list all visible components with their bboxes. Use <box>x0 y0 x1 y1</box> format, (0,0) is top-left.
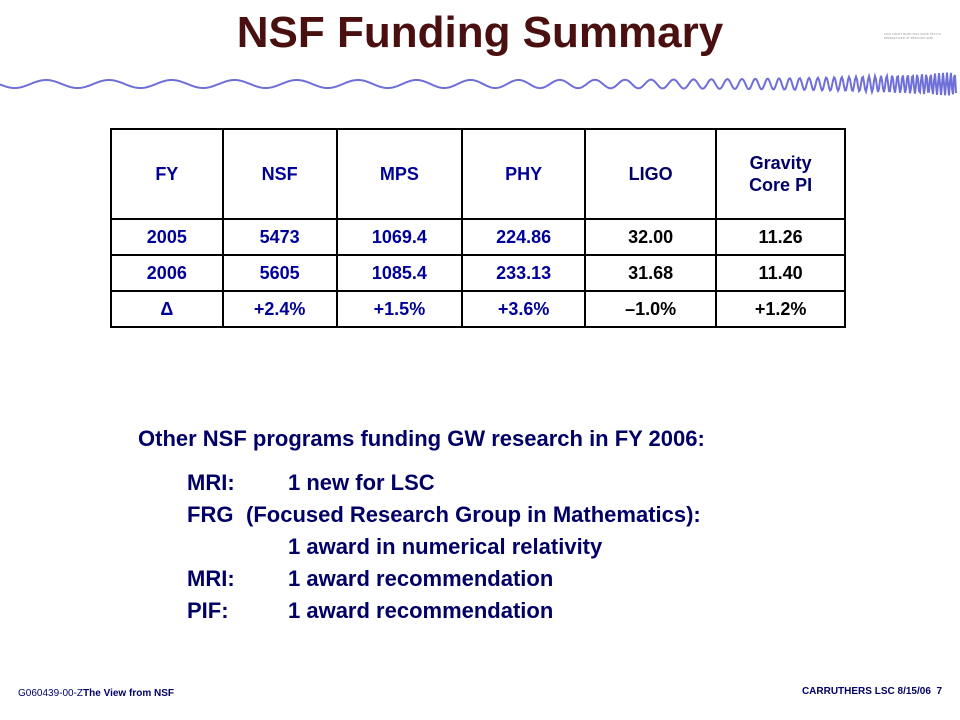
header-nsf: NSF <box>221 128 338 220</box>
program-label: FRG <box>187 502 234 527</box>
cell-ligo: 31.68 <box>584 254 718 292</box>
table-row-delta: Δ +2.4% +1.5% +3.6% –1.0% +1.2% <box>110 290 846 328</box>
decorative-wave <box>0 72 957 96</box>
cell-core: 11.40 <box>715 254 846 292</box>
program-desc: (Focused Research Group in Mathematics): <box>246 502 701 527</box>
cell-delta-symbol: Δ <box>110 290 224 328</box>
cell-ligo: 32.00 <box>584 218 718 256</box>
header-core-line-1: Gravity <box>749 153 812 173</box>
cell-nsf: 5473 <box>221 218 338 256</box>
corner-note: LIGO DRAFT NOTE THIS SLIDE TEXT IS REPRO… <box>884 32 942 40</box>
cell-ligo: –1.0% <box>584 290 718 328</box>
table-row: 2005 5473 1069.4 224.86 32.00 11.26 <box>110 218 846 256</box>
program-label: MRI: <box>187 566 235 591</box>
header-core-line-2: Core PI <box>749 175 813 195</box>
cell-mps: +1.5% <box>335 290 464 328</box>
cell-phy: +3.6% <box>461 290 587 328</box>
program-desc: 1 new for LSC <box>288 470 435 495</box>
program-label: PIF: <box>187 598 229 623</box>
footer-doc-title: The View from NSF <box>83 688 174 699</box>
footer-left: G060439-00-ZThe View from NSF <box>18 688 174 699</box>
header-mps: MPS <box>335 128 464 220</box>
page-number: 7 <box>936 686 942 697</box>
cell-fy: 2005 <box>110 218 224 256</box>
program-desc: 1 award recommendation <box>288 566 554 591</box>
header-phy: PHY <box>461 128 587 220</box>
program-desc: 1 award recommendation <box>288 598 554 623</box>
header-ligo: LIGO <box>584 128 718 220</box>
table-row: 2006 5605 1085.4 233.13 31.68 11.40 <box>110 254 846 292</box>
footer-author-date: CARRUTHERS LSC 8/15/06 <box>801 686 931 697</box>
cell-fy: 2006 <box>110 254 224 292</box>
cell-nsf: 5605 <box>221 254 338 292</box>
cell-nsf: +2.4% <box>221 290 338 328</box>
cell-phy: 224.86 <box>461 218 587 256</box>
program-desc: 1 award in numerical relativity <box>288 534 603 559</box>
funding-table: FY NSF MPS PHY LIGO Gravity Core PI 2005… <box>110 128 846 328</box>
cell-mps: 1069.4 <box>335 218 464 256</box>
table-header-row: FY NSF MPS PHY LIGO Gravity Core PI <box>110 128 846 220</box>
cell-core: 11.26 <box>715 218 846 256</box>
slide-title: NSF Funding Summary <box>236 8 724 57</box>
cell-phy: 233.13 <box>461 254 587 292</box>
cell-core: +1.2% <box>715 290 846 328</box>
other-programs-heading: Other NSF programs funding GW research i… <box>138 426 705 451</box>
footer-doc-code: G060439-00-Z <box>18 688 84 699</box>
cell-mps: 1085.4 <box>335 254 464 292</box>
footer-right: CARRUTHERS LSC 8/15/06 7 <box>802 686 942 697</box>
program-label: MRI: <box>187 470 235 495</box>
header-fy: FY <box>110 128 224 220</box>
header-gravity-core-pi: Gravity Core PI <box>715 128 846 220</box>
